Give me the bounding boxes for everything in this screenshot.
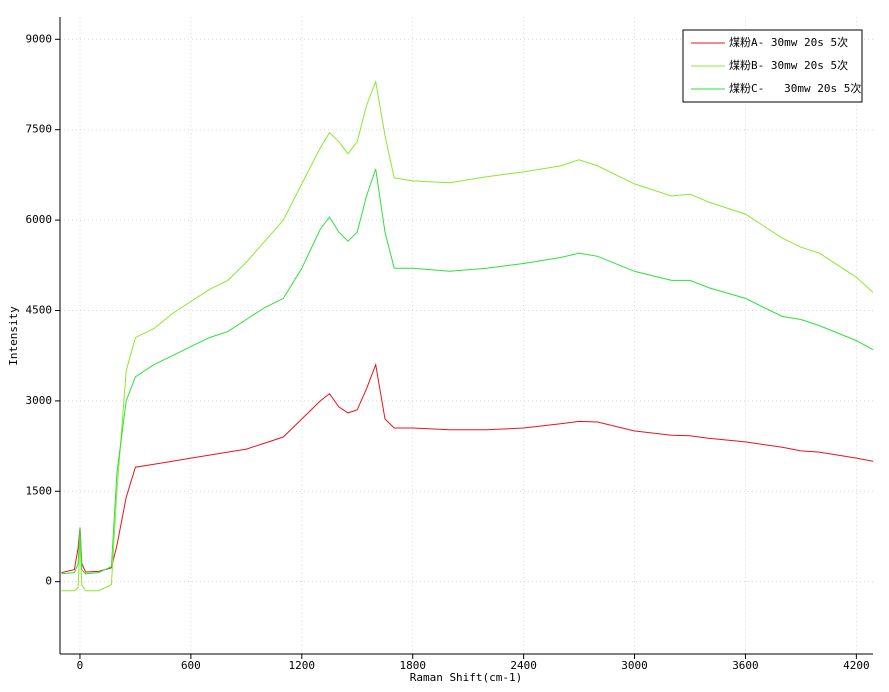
x-tick-label: 1200 — [289, 659, 316, 672]
y-axis-label: Intensity — [7, 306, 20, 366]
legend-label: 煤粉B- 30mw 20s 5次 — [729, 58, 848, 72]
y-tick-label: 4500 — [26, 303, 53, 316]
x-tick-label: 1800 — [399, 659, 426, 672]
y-tick-label: 6000 — [26, 213, 53, 226]
x-tick-label: 3600 — [732, 659, 759, 672]
x-tick-label: 2400 — [510, 659, 537, 672]
series-line — [61, 362, 874, 574]
x-tick-label: 0 — [77, 659, 84, 672]
y-tick-label: 0 — [45, 575, 52, 588]
series-line — [61, 79, 874, 592]
x-tick-label: 4200 — [843, 659, 870, 672]
series-line — [61, 168, 874, 575]
x-tick-label: 600 — [181, 659, 201, 672]
y-tick-label: 3000 — [26, 394, 53, 407]
legend-label: 煤粉A- 30mw 20s 5次 — [729, 35, 848, 49]
x-tick-label: 3000 — [621, 659, 648, 672]
x-axis-label: Raman Shift(cm-1) — [410, 671, 523, 684]
y-tick-label: 9000 — [26, 32, 53, 45]
legend-label: 煤粉C- 30mw 20s 5次 — [729, 81, 861, 95]
y-tick-label: 1500 — [26, 484, 53, 497]
y-tick-label: 7500 — [26, 123, 53, 136]
